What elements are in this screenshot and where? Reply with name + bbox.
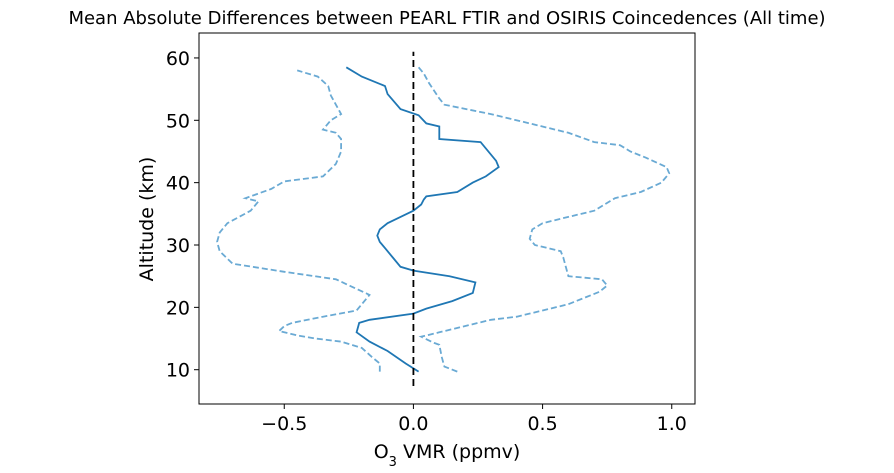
x-axis-label-base: O [374, 441, 389, 463]
y-axis-label: Altitude (km) [136, 157, 158, 282]
plot-frame [198, 32, 696, 405]
chart-title: Mean Absolute Differences between PEARL … [68, 8, 825, 29]
x-tick-label: 0.5 [527, 413, 557, 435]
x-tick-label: 0.0 [398, 413, 428, 435]
y-tick-label: 50 [166, 110, 190, 132]
mean-difference-series-line [345, 66, 500, 373]
plot-area [198, 32, 696, 405]
y-tick-label: 20 [166, 297, 190, 319]
lower-bound-series-line [216, 69, 381, 372]
y-axis: 10 20 30 40 50 60 [166, 48, 199, 382]
y-tick-label: 60 [166, 48, 190, 70]
x-axis-label: O3 VMR (ppmv) [374, 441, 521, 470]
x-axis: −0.5 0.0 0.5 1.0 [261, 404, 687, 435]
upper-bound-series-line [417, 66, 671, 373]
series-layer [216, 66, 671, 373]
x-tick-label: 1.0 [657, 413, 687, 435]
x-axis-label-rest: VMR (ppmv) [397, 441, 520, 463]
x-tick-label: −0.5 [261, 413, 307, 435]
y-tick-label: 30 [166, 235, 190, 257]
y-tick-label: 40 [166, 173, 190, 195]
y-tick-label: 10 [166, 360, 190, 382]
x-axis-label-subscript: 3 [389, 455, 397, 470]
